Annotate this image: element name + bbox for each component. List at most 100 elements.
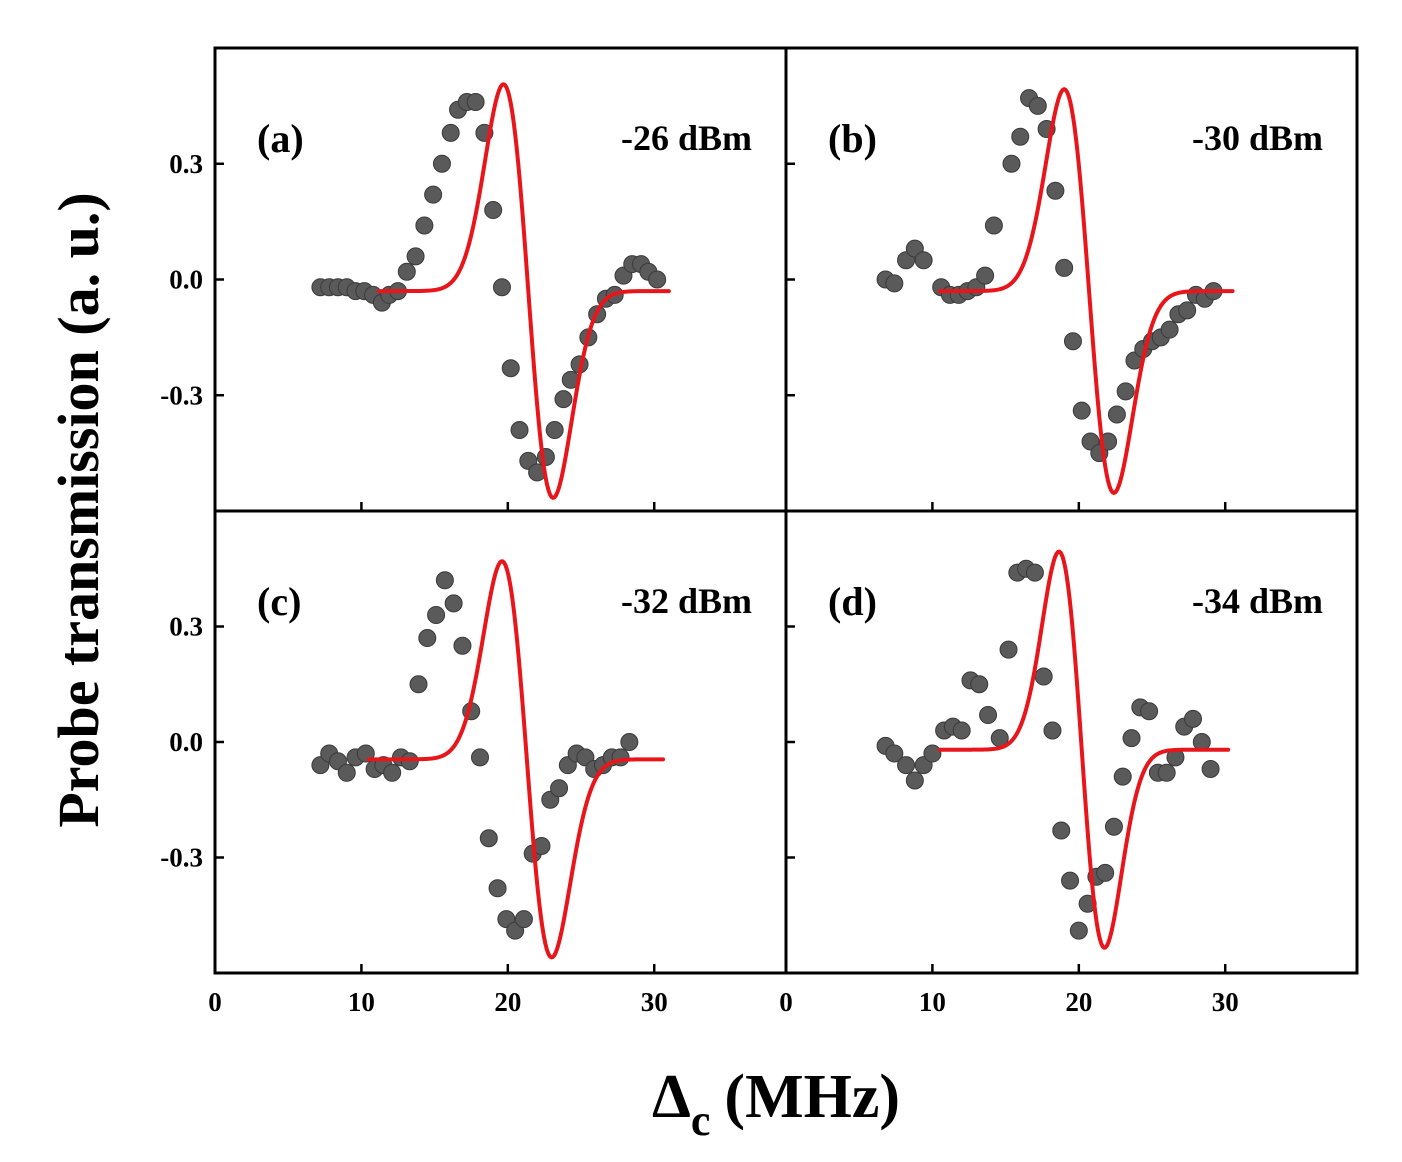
x-tick-label: 30 — [1212, 987, 1239, 1017]
fit-curve — [366, 559, 666, 960]
data-point — [620, 733, 639, 751]
data-point — [471, 748, 490, 767]
y-tick-label: 0.0 — [169, 727, 203, 757]
data-point — [1107, 405, 1126, 424]
data-point — [914, 251, 933, 270]
panel-label: (c) — [257, 579, 301, 624]
x-tick-label: 20 — [494, 987, 521, 1017]
data-point — [444, 594, 463, 613]
data-point — [970, 675, 989, 694]
data-point — [1096, 863, 1115, 882]
data-point — [1184, 709, 1203, 728]
data-point — [1043, 721, 1062, 740]
data-point — [432, 154, 451, 173]
data-point — [514, 910, 533, 929]
data-point — [1104, 817, 1123, 836]
y-tick-label: 0.3 — [169, 149, 203, 179]
y-tick-label: 0.3 — [169, 612, 203, 642]
data-point — [415, 216, 434, 235]
data-point — [424, 185, 443, 204]
data-point — [1160, 320, 1179, 339]
panel-label: (b) — [828, 116, 877, 161]
panel-b: (b) -30 dBm — [784, 46, 1359, 513]
data-point — [397, 262, 416, 281]
data-point — [885, 274, 904, 293]
data-point — [409, 675, 428, 694]
data-point — [441, 123, 460, 142]
power-label: -30 dBm — [1192, 118, 1323, 158]
data-point — [510, 420, 529, 439]
data-point — [435, 571, 454, 590]
panels-group: 0.3 0.0 -0.3 (a) -26 dBm (b) -30 dBm 0.3 0.0 -0.3… — [160, 46, 1359, 1017]
data-point — [484, 201, 503, 220]
data-point — [999, 640, 1018, 659]
data-point — [1063, 332, 1082, 351]
data-point — [976, 266, 995, 285]
y-axis-label: Probe transmission (a. u.) — [46, 192, 111, 827]
data-point — [554, 390, 573, 409]
x-axis-label: Δc (MHz) — [652, 1063, 900, 1145]
power-label: -34 dBm — [1192, 581, 1323, 621]
data-point — [952, 721, 971, 740]
data-point — [1178, 301, 1197, 320]
data-point — [984, 216, 1003, 235]
data-point — [406, 247, 425, 266]
data-point — [545, 420, 564, 439]
x-tick-label: 20 — [1065, 987, 1092, 1017]
x-axis-label-unit: (MHz) — [724, 1063, 900, 1131]
panel-label: (d) — [828, 579, 877, 624]
y-tick-label: 0.0 — [169, 265, 203, 295]
data-point — [885, 744, 904, 763]
data-point — [1055, 258, 1074, 277]
y-tick-label: -0.3 — [160, 843, 203, 873]
fit-curve — [937, 549, 1231, 950]
data-point — [1046, 181, 1065, 200]
fit-curve — [937, 87, 1235, 495]
data-point — [550, 779, 569, 798]
data-point — [501, 359, 520, 378]
data-point — [1028, 96, 1047, 115]
x-tick-label: 0 — [208, 987, 222, 1017]
y-tick-label: -0.3 — [160, 380, 203, 410]
data-point — [488, 879, 507, 898]
data-point — [418, 629, 437, 648]
power-label: -32 dBm — [621, 581, 752, 621]
data-point — [337, 763, 356, 782]
data-point — [1011, 127, 1030, 146]
data-point — [427, 605, 446, 624]
x-tick-label: 30 — [641, 987, 668, 1017]
panel-a: 0.3 0.0 -0.3 (a) -26 dBm — [160, 46, 788, 513]
x-axis-label-subscript: c — [691, 1096, 711, 1145]
panel-c: 0.3 0.0 -0.3 0 10 20 30 (c) -32 dBm — [160, 509, 788, 1017]
data-point — [897, 756, 916, 775]
power-label: -26 dBm — [621, 118, 752, 158]
data-point — [1002, 154, 1021, 173]
data-point — [1052, 821, 1071, 840]
data-point — [1157, 763, 1176, 782]
data-point — [1069, 921, 1088, 940]
data-point — [1113, 767, 1132, 786]
data-point — [1116, 382, 1135, 401]
panel-label: (a) — [257, 116, 304, 161]
data-point — [1201, 759, 1220, 778]
data-point — [453, 636, 472, 655]
data-point — [383, 763, 402, 782]
x-tick-label: 0 — [779, 987, 793, 1017]
data-point — [923, 744, 942, 763]
x-axis-label-symbol: Δ — [652, 1063, 691, 1131]
data-point — [1061, 871, 1080, 890]
data-point — [1072, 401, 1091, 420]
x-tick-label: 10 — [348, 987, 375, 1017]
data-point — [979, 706, 998, 725]
fit-curve — [376, 82, 671, 500]
data-point — [1034, 667, 1053, 686]
x-tick-label: 10 — [919, 987, 946, 1017]
data-point — [905, 771, 924, 790]
data-point — [1025, 563, 1044, 582]
data-point — [1122, 729, 1141, 748]
data-point — [479, 829, 498, 848]
data-point — [466, 93, 485, 112]
data-point — [1140, 702, 1159, 721]
panel-d: 0 10 20 30 (d) -34 dBm — [779, 509, 1359, 1017]
